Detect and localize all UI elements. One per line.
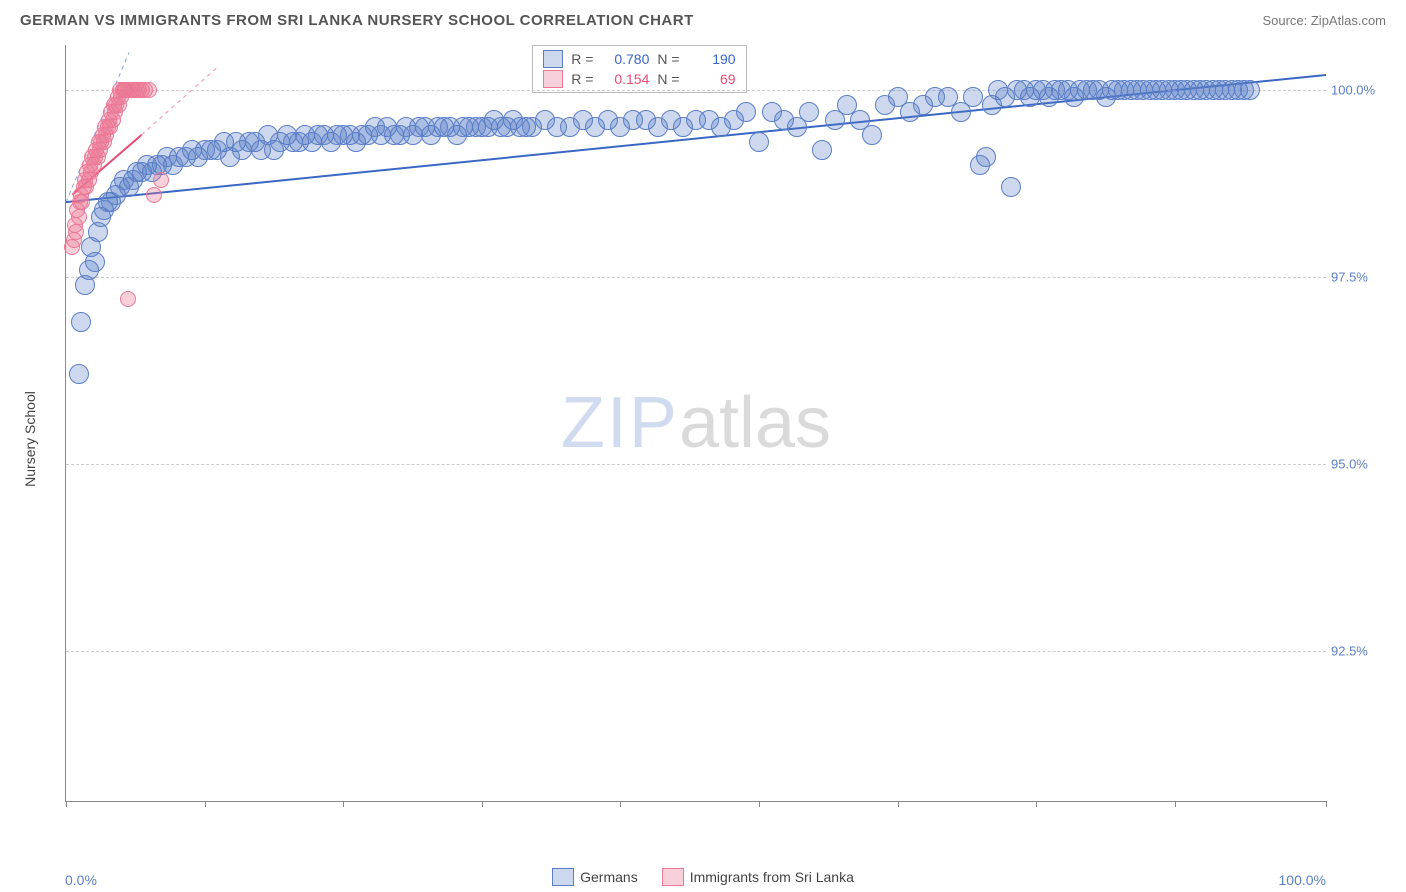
x-tick	[620, 801, 621, 807]
legend-label-srilanka: Immigrants from Sri Lanka	[690, 869, 854, 885]
scatter-point	[71, 209, 87, 225]
x-tick	[343, 801, 344, 807]
stats-row-germans: R = 0.780 N = 190	[543, 50, 735, 68]
legend: Germans Immigrants from Sri Lanka	[0, 868, 1406, 886]
scatter-point	[153, 172, 169, 188]
legend-swatch-srilanka	[662, 868, 684, 886]
stat-r-value-srilanka: 0.154	[601, 71, 649, 87]
plot-area: ZIPatlas R = 0.780 N = 190 R = 0.154 N =…	[65, 45, 1326, 802]
chart-title: GERMAN VS IMMIGRANTS FROM SRI LANKA NURS…	[20, 12, 694, 29]
scatter-point	[749, 132, 769, 152]
x-tick	[66, 801, 67, 807]
stats-box: R = 0.780 N = 190 R = 0.154 N = 69	[532, 45, 746, 93]
legend-item-srilanka: Immigrants from Sri Lanka	[662, 868, 854, 886]
scatter-point	[963, 87, 983, 107]
scatter-point	[69, 364, 89, 384]
scatter-point	[736, 102, 756, 122]
source-label: Source: ZipAtlas.com	[1262, 13, 1386, 28]
scatter-point	[141, 82, 157, 98]
y-tick-label: 100.0%	[1331, 82, 1381, 97]
stat-n-value-srilanka: 69	[688, 71, 736, 87]
watermark-zip: ZIP	[561, 383, 679, 463]
scatter-point	[74, 194, 90, 210]
scatter-point	[812, 140, 832, 160]
scatter-point	[68, 224, 84, 240]
scatter-point	[976, 147, 996, 167]
swatch-srilanka	[543, 70, 563, 88]
x-tick	[205, 801, 206, 807]
scatter-point	[85, 252, 105, 272]
y-tick-label: 97.5%	[1331, 270, 1381, 285]
x-tick	[482, 801, 483, 807]
scatter-point	[1001, 177, 1021, 197]
y-tick-label: 95.0%	[1331, 457, 1381, 472]
stat-r-value-germans: 0.780	[601, 51, 649, 67]
stat-r-label: R =	[571, 71, 593, 87]
stat-n-label: N =	[657, 71, 679, 87]
gridline-h	[66, 277, 1326, 278]
stat-r-label: R =	[571, 51, 593, 67]
gridline-h	[66, 651, 1326, 652]
scatter-point	[799, 102, 819, 122]
x-tick	[1326, 801, 1327, 807]
chart-container: Nursery School ZIPatlas R = 0.780 N = 19…	[20, 45, 1386, 832]
scatter-point	[120, 291, 136, 307]
legend-item-germans: Germans	[552, 868, 638, 886]
scatter-point	[1240, 80, 1260, 100]
x-tick	[898, 801, 899, 807]
y-tick-label: 92.5%	[1331, 644, 1381, 659]
stat-n-value-germans: 190	[688, 51, 736, 67]
trend-lines-svg	[66, 45, 1326, 801]
stats-row-srilanka: R = 0.154 N = 69	[543, 70, 735, 88]
scatter-point	[146, 187, 162, 203]
x-tick	[759, 801, 760, 807]
gridline-h	[66, 464, 1326, 465]
x-tick	[1175, 801, 1176, 807]
stat-n-label: N =	[657, 51, 679, 67]
watermark-atlas: atlas	[679, 383, 831, 463]
scatter-point	[71, 312, 91, 332]
legend-label-germans: Germans	[580, 869, 638, 885]
y-axis-title: Nursery School	[22, 391, 38, 487]
watermark: ZIPatlas	[561, 382, 831, 464]
legend-swatch-germans	[552, 868, 574, 886]
x-tick	[1036, 801, 1037, 807]
scatter-point	[862, 125, 882, 145]
swatch-germans	[543, 50, 563, 68]
